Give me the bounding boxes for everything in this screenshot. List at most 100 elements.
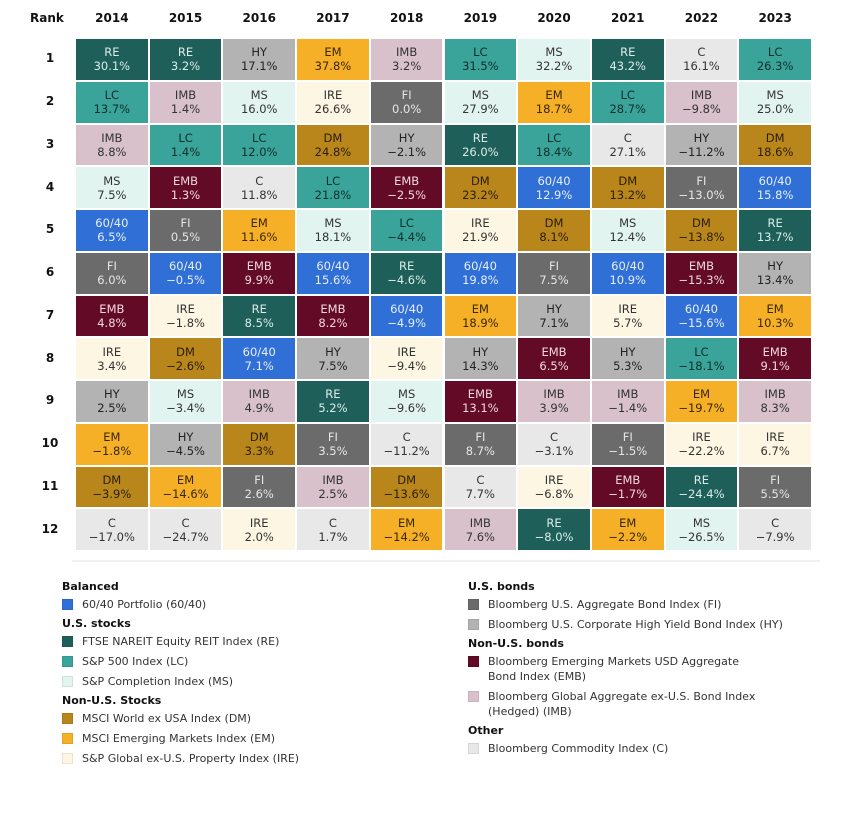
legend-item: MSCI Emerging Markets Index (EM) xyxy=(62,731,442,746)
legend-item: MSCI World ex USA Index (DM) xyxy=(62,711,442,726)
legend-label: S&P 500 Index (LC) xyxy=(82,655,189,668)
return-cell: LC 13.7% xyxy=(75,80,149,124)
return-value: −13.0% xyxy=(678,187,725,202)
return-value: 3.2% xyxy=(170,59,201,74)
return-value: −1.5% xyxy=(608,444,648,459)
return-cell: RE 5.2% xyxy=(296,380,370,423)
asset-code: IRE xyxy=(765,430,785,445)
return-cell: MS 7.5% xyxy=(75,166,149,209)
return-value: −1.8% xyxy=(166,315,205,330)
asset-code: IMB xyxy=(248,387,270,402)
return-value: −3.1% xyxy=(534,444,574,459)
return-cell: 60/40 10.9% xyxy=(590,251,665,295)
asset-code: FI xyxy=(327,430,338,445)
return-cell: RE 26.0% xyxy=(443,123,518,167)
return-value: 7.1% xyxy=(244,358,274,373)
return-cell: MS −3.4% xyxy=(148,380,223,423)
return-value: 7.5% xyxy=(539,273,569,288)
legend-item: S&P Global ex-U.S. Property Index (IRE) xyxy=(62,751,442,766)
return-cell: LC 1.4% xyxy=(148,123,223,167)
asset-code: HY xyxy=(325,344,341,359)
legend-label: Bloomberg Commodity Index (C) xyxy=(488,742,669,755)
return-value: 32.2% xyxy=(535,59,573,74)
return-cell: EMB −15.3% xyxy=(664,251,739,295)
return-value: 23.2% xyxy=(462,187,499,202)
year-header: 2022 xyxy=(684,11,719,25)
asset-code: 60/40 xyxy=(242,344,276,359)
return-value: −4.4% xyxy=(387,230,427,245)
rank-label: 1 xyxy=(45,51,55,66)
asset-code: EMB xyxy=(99,301,125,316)
return-cell: IMB −1.4% xyxy=(590,380,665,423)
return-value: 5.2% xyxy=(318,401,348,416)
return-value: −22.2% xyxy=(678,444,725,459)
asset-code: FI xyxy=(254,472,265,487)
legend-group-title: Other xyxy=(468,724,504,737)
return-value: 3.2% xyxy=(392,59,422,74)
asset-code: FI xyxy=(622,430,633,445)
rank-label: 2 xyxy=(45,94,55,109)
asset-code: EM xyxy=(250,216,268,231)
return-value: 2.0% xyxy=(244,529,274,544)
return-value: 21.8% xyxy=(314,187,352,202)
return-cell: C 1.7% xyxy=(296,508,370,551)
return-cell: DM 18.6% xyxy=(738,123,812,167)
return-value: −9.4% xyxy=(387,358,427,373)
return-value: −24.7% xyxy=(162,529,209,544)
return-value: 15.8% xyxy=(756,187,794,202)
return-cell: HY 2.5% xyxy=(75,380,149,423)
asset-code: C xyxy=(107,515,116,530)
legend-label: 60/40 Portfolio (60/40) xyxy=(82,598,207,611)
return-cell: HY −11.2% xyxy=(664,123,739,167)
legend-swatch xyxy=(468,619,479,630)
year-header: 2015 xyxy=(168,11,203,25)
return-cell: IMB 7.6% xyxy=(443,508,518,551)
year-header: 2016 xyxy=(242,11,276,25)
legend-item: Bloomberg U.S. Aggregate Bond Index (FI) xyxy=(468,597,828,612)
rank-label: 10 xyxy=(41,436,59,451)
asset-code: HY xyxy=(177,430,194,445)
legend-swatch xyxy=(468,656,479,667)
legend-group-title: U.S. bonds xyxy=(468,580,535,593)
asset-code: LC xyxy=(473,45,488,60)
return-value: 31.5% xyxy=(462,59,499,74)
return-cell: RE 8.5% xyxy=(222,294,297,338)
legend-label: MSCI Emerging Markets Index (EM) xyxy=(82,732,275,745)
return-cell: RE 43.2% xyxy=(590,38,665,81)
return-value: 7.7% xyxy=(465,486,495,501)
return-cell: EMB 13.1% xyxy=(443,380,518,423)
asset-code: EM xyxy=(619,515,637,530)
asset-code: 60/40 xyxy=(684,301,719,316)
asset-code: LC xyxy=(104,88,120,103)
asset-code: C xyxy=(476,472,485,487)
return-value: −14.2% xyxy=(383,529,430,544)
legend-item: Bloomberg Commodity Index (C) xyxy=(468,741,828,756)
return-cell: C −11.2% xyxy=(369,422,444,466)
return-value: 24.8% xyxy=(314,144,352,159)
return-cell: MS 18.1% xyxy=(296,209,370,252)
year-header: 2020 xyxy=(537,11,571,25)
asset-code: IRE xyxy=(618,301,638,316)
asset-code: DM xyxy=(176,344,195,359)
return-value: −8.0% xyxy=(534,529,574,544)
rank-label: 3 xyxy=(45,136,55,151)
return-cell: HY −4.5% xyxy=(148,422,223,466)
return-cell: MS 32.2% xyxy=(517,38,591,81)
return-value: 13.1% xyxy=(462,401,499,416)
rank-label: 6 xyxy=(45,265,55,280)
asset-code: EM xyxy=(766,301,784,316)
asset-code: RE xyxy=(472,130,488,145)
return-value: 7.6% xyxy=(465,529,495,544)
asset-code: HY xyxy=(104,387,120,402)
return-cell: MS −9.6% xyxy=(369,380,444,423)
legend-item: 60/40 Portfolio (60/40) xyxy=(62,597,442,612)
legend-label: Bloomberg U.S. Aggregate Bond Index (FI) xyxy=(488,598,722,611)
ranked-returns-table: Rank 2014 2015 2016 2017 2018 2019 2020 2021 202… xyxy=(30,11,812,551)
asset-code: MS xyxy=(692,515,711,530)
asset-code: EMB xyxy=(172,173,199,188)
legend-label: Bloomberg Emerging Markets USD Aggregate… xyxy=(488,655,739,683)
return-value: 1.4% xyxy=(170,144,201,159)
return-value: 18.4% xyxy=(535,144,573,159)
return-value: 37.8% xyxy=(314,59,352,74)
return-cell: C −7.9% xyxy=(738,508,812,551)
